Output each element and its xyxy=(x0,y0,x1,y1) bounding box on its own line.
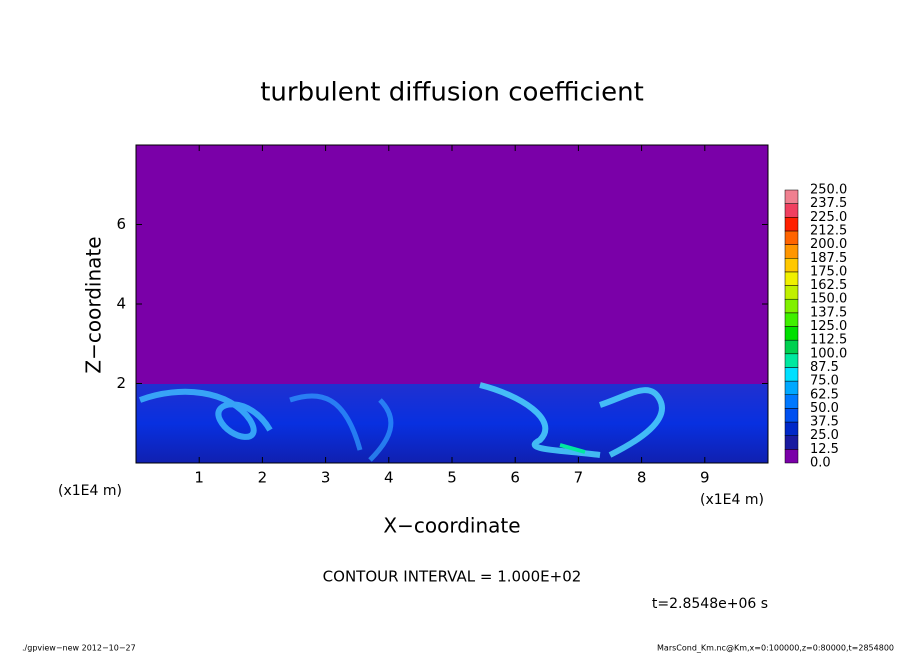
colorbar-box xyxy=(784,271,799,286)
colorbar-box xyxy=(784,326,799,341)
contour-interval: CONTOUR INTERVAL = 1.000E+02 xyxy=(323,568,582,586)
colorbar-box xyxy=(784,353,799,368)
time-label: t=2.8548e+06 s xyxy=(652,596,768,612)
colorbar-label: 100.0 xyxy=(810,346,847,361)
colorbar-box xyxy=(784,421,799,436)
x-tick-label: 4 xyxy=(384,469,394,487)
colorbar-label: 225.0 xyxy=(810,210,847,225)
colorbar-label: 87.5 xyxy=(810,360,839,375)
colorbar-label: 0.0 xyxy=(810,456,831,471)
colorbar-box xyxy=(784,339,799,355)
colorbar-label: 250.0 xyxy=(810,183,847,198)
colorbar-box xyxy=(784,217,799,232)
colorbar-label: 162.5 xyxy=(810,278,847,293)
colorbar-label: 212.5 xyxy=(810,223,847,238)
colorbar-box xyxy=(784,230,799,245)
colorbar-label: 25.0 xyxy=(810,428,839,443)
colorbar-box xyxy=(784,244,799,259)
colorbar-box xyxy=(784,435,799,450)
x-tick-label: 6 xyxy=(510,469,520,487)
x-unit-label: (x1E4 m) xyxy=(700,492,764,508)
field-lower xyxy=(136,384,768,463)
footer-right: MarsCond_Km.nc@Km,x=0:100000,z=0:80000,t… xyxy=(657,644,894,653)
colorbar-label: 125.0 xyxy=(810,319,847,334)
colorbar-box xyxy=(784,298,799,314)
field-swirl xyxy=(289,393,394,462)
colorbar-label: 37.5 xyxy=(810,415,839,430)
colorbar-label: 50.0 xyxy=(810,401,839,416)
footer-left: ./gpview−new 2012−10−27 xyxy=(22,644,136,653)
colorbar-box xyxy=(784,258,799,273)
colorbar-box xyxy=(784,449,799,464)
field xyxy=(135,144,769,464)
x-tick-label: 8 xyxy=(637,469,647,487)
field-swirl xyxy=(559,443,586,454)
colorbar-box xyxy=(784,408,799,423)
colorbar-label: 200.0 xyxy=(810,237,847,252)
x-tick-label: 3 xyxy=(321,469,331,487)
colorbar-label: 150.0 xyxy=(810,292,847,307)
colorbar-label: 12.5 xyxy=(810,442,839,457)
colorbar-box xyxy=(784,203,799,218)
colorbar-box xyxy=(784,394,799,409)
colorbar-box xyxy=(784,380,799,396)
colorbar-label: 187.5 xyxy=(810,251,847,266)
colorbar-label: 137.5 xyxy=(810,305,847,320)
x-tick-label: 5 xyxy=(447,469,457,487)
colorbar-box xyxy=(784,367,799,382)
colorbar-label: 75.0 xyxy=(810,374,839,389)
x-tick-label: 7 xyxy=(574,469,584,487)
colorbar-label: 112.5 xyxy=(810,333,847,348)
y-tick-label: 6 xyxy=(116,215,126,233)
y-unit-label: (x1E4 m) xyxy=(58,483,122,499)
y-tick-label: 2 xyxy=(116,374,126,392)
colorbar-label: 175.0 xyxy=(810,264,847,279)
colorbar-label: 237.5 xyxy=(810,196,847,211)
colorbar-label: 62.5 xyxy=(810,387,839,402)
chart-title: turbulent diffusion coefficient xyxy=(260,78,644,108)
field-swirl xyxy=(479,382,665,458)
colorbar-box xyxy=(784,189,799,204)
y-tick-label: 4 xyxy=(116,295,126,313)
x-tick-label: 1 xyxy=(194,469,204,487)
y-axis-label: Z−coordinate xyxy=(82,236,106,373)
field-swirl xyxy=(138,388,273,440)
x-tick-label: 2 xyxy=(258,469,268,487)
x-tick-label: 9 xyxy=(700,469,710,487)
x-axis-label: X−coordinate xyxy=(383,514,520,538)
colorbar-box xyxy=(784,285,799,300)
colorbar-box xyxy=(784,312,799,327)
